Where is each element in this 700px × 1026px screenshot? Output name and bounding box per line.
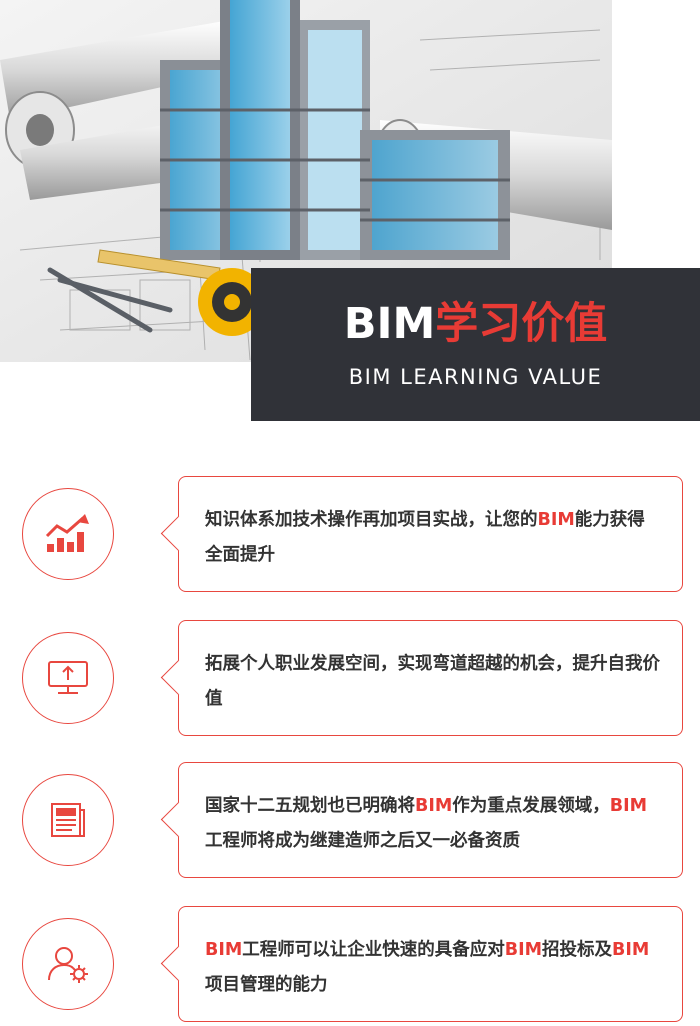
value-text-box: 国家十二五规划也已明确将BIM作为重点发展领域，BIM工程师将成为继建造师之后又… <box>160 762 683 878</box>
value-item: BIM工程师可以让企业快速的具备应对BIM招投标及BIM项目管理的能力 <box>0 904 700 1024</box>
value-item: 拓展个人职业发展空间，实现弯道超越的机会，提升自我价值 <box>0 618 700 738</box>
value-text-box: 知识体系加技术操作再加项目实战，让您的BIM能力获得全面提升 <box>160 476 683 592</box>
value-text: 国家十二五规划也已明确将BIM作为重点发展领域，BIM工程师将成为继建造师之后又… <box>205 796 648 851</box>
value-text-box: 拓展个人职业发展空间，实现弯道超越的机会，提升自我价值 <box>160 620 683 736</box>
value-text: 拓展个人职业发展空间，实现弯道超越的机会，提升自我价值 <box>205 654 660 709</box>
document-icon <box>22 774 114 866</box>
value-text-box: BIM工程师可以让企业快速的具备应对BIM招投标及BIM项目管理的能力 <box>160 906 683 1022</box>
value-text: 知识体系加技术操作再加项目实战，让您的BIM能力获得全面提升 <box>205 510 645 565</box>
title-accent: 学习价值 <box>435 299 608 349</box>
value-text: BIM工程师可以让企业快速的具备应对BIM招投标及BIM项目管理的能力 <box>205 940 650 995</box>
monitor-upload-icon <box>22 632 114 724</box>
value-item: 国家十二五规划也已明确将BIM作为重点发展领域，BIM工程师将成为继建造师之后又… <box>0 760 700 880</box>
title-prefix: BIM <box>343 299 436 349</box>
page-title: BIM学习价值 <box>251 298 700 350</box>
growth-chart-icon <box>22 488 114 580</box>
title-box: BIM学习价值 BIM LEARNING VALUE <box>251 268 700 421</box>
user-gear-icon <box>22 918 114 1010</box>
value-item: 知识体系加技术操作再加项目实战，让您的BIM能力获得全面提升 <box>0 474 700 594</box>
hero-illustration <box>0 0 612 362</box>
page-subtitle: BIM LEARNING VALUE <box>348 365 603 389</box>
